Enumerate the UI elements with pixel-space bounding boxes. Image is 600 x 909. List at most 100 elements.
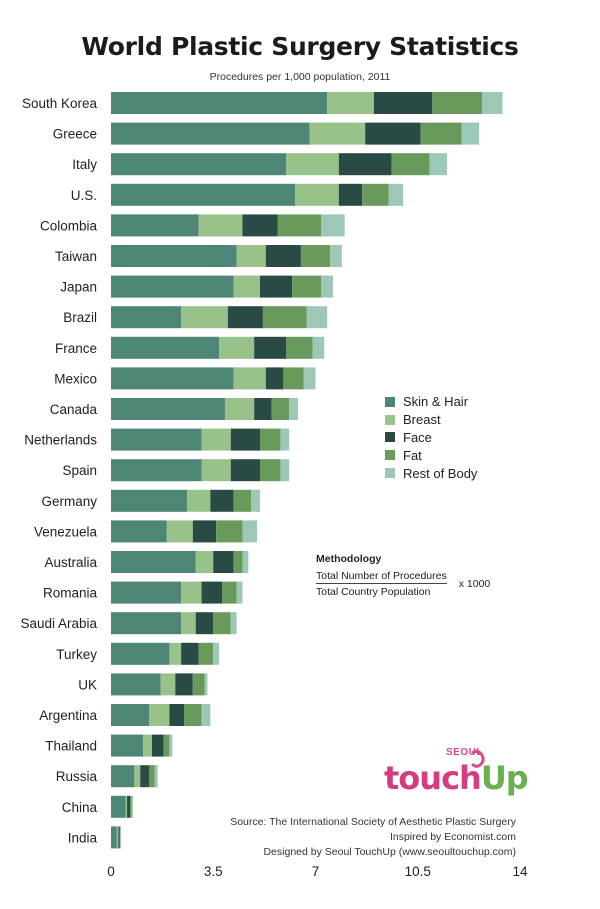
bar-segment	[213, 551, 234, 573]
bar-segment	[265, 367, 284, 390]
methodology-fraction: Total Number of Procedures Total Country…	[316, 570, 447, 598]
legend-item-rest-of-body: Rest of Body	[385, 464, 477, 482]
category-label: Italy	[72, 157, 97, 172]
bar-segment	[242, 214, 278, 237]
bar-segment	[111, 122, 310, 145]
bar-segment	[482, 92, 503, 114]
bar-segment	[210, 489, 234, 512]
category-label: Netherlands	[24, 433, 97, 448]
category-label: Brazil	[63, 310, 97, 325]
bar-segment	[295, 183, 339, 206]
bar-segment	[309, 122, 366, 145]
category-label: Germany	[41, 494, 97, 509]
chart-credits: Source: The International Society of Aes…	[230, 815, 516, 860]
bar-segment	[192, 520, 217, 543]
bar-segment	[233, 275, 260, 298]
bar-segment	[321, 275, 334, 298]
bar-segment	[169, 642, 182, 665]
bar-segment	[230, 612, 237, 635]
category-label: Colombia	[40, 218, 98, 233]
category-label: France	[55, 341, 97, 356]
legend-item-fat: Fat	[385, 446, 477, 464]
category-label: Greece	[53, 127, 97, 142]
bar-segment	[111, 795, 126, 818]
seoul-touchup-logo: SEOUL touchUp	[384, 747, 529, 807]
bar-segment	[111, 214, 199, 237]
bar-segment	[184, 704, 202, 726]
bar-segment	[111, 336, 220, 359]
bar-segment	[111, 734, 144, 757]
bar-segment	[118, 826, 120, 849]
category-label: Venezuela	[34, 524, 98, 539]
bar-segment	[195, 551, 214, 573]
bar-segment	[111, 551, 196, 573]
chart-title: World Plastic Surgery Statistics	[81, 32, 519, 61]
bar-segment	[111, 92, 328, 114]
bar-segment	[201, 428, 231, 451]
bar-segment	[312, 336, 325, 359]
category-label: Canada	[50, 402, 98, 417]
legend-label: Skin & Hair	[403, 394, 469, 410]
x-tick-label: 7	[312, 864, 320, 879]
bar-segment	[111, 673, 161, 696]
bar-segment	[233, 551, 243, 573]
category-label: Mexico	[54, 371, 97, 386]
category-label: U.S.	[71, 188, 97, 203]
category-label: Turkey	[56, 647, 97, 662]
bar-segment	[204, 673, 208, 696]
bar-segment	[233, 489, 252, 512]
bar-segment	[111, 459, 202, 482]
bar-segment	[306, 306, 328, 329]
bar-segment	[125, 795, 128, 818]
bar-segment	[330, 245, 342, 267]
category-label: Argentina	[39, 708, 97, 723]
logo-up-text: Up	[480, 759, 529, 797]
bar-segment	[111, 520, 167, 543]
bar-segment	[429, 153, 447, 176]
bar-segment	[131, 795, 133, 818]
bar-segment	[148, 765, 155, 788]
bar-segment	[181, 642, 199, 665]
bar-segment	[134, 765, 141, 788]
bar-segment	[111, 245, 237, 267]
legend-label: Fat	[403, 447, 422, 463]
bar-segment	[277, 214, 322, 237]
bar-segment	[219, 336, 255, 359]
bar-segment	[111, 826, 117, 849]
category-label: UK	[78, 677, 97, 692]
bar-segment	[213, 612, 231, 635]
bar-segment	[129, 795, 132, 818]
bar-segment	[111, 367, 234, 390]
bar-segment	[198, 642, 214, 665]
bar-segment	[166, 520, 193, 543]
credits-designed: Designed by Seoul TouchUp (www.seoultouc…	[263, 846, 516, 858]
legend-item-skin-hair: Skin & Hair	[385, 393, 477, 411]
bar-segment	[388, 183, 404, 206]
legend-label: Breast	[403, 412, 441, 428]
x-tick-label: 14	[512, 864, 528, 879]
bar-segment	[236, 245, 266, 267]
legend-swatch	[385, 396, 395, 407]
bar-segment	[111, 489, 187, 512]
bar-segment	[227, 306, 263, 329]
bar-segment	[163, 734, 170, 757]
bar-segment	[280, 459, 290, 482]
bar-segment	[143, 734, 152, 757]
bar-segment	[111, 275, 234, 298]
bar-segment	[169, 734, 173, 757]
bar-segment	[195, 612, 214, 635]
bar-segment	[251, 489, 260, 512]
bar-segment	[327, 92, 374, 114]
bar-segment	[242, 551, 249, 573]
category-label: Romania	[43, 586, 98, 601]
bar-segment	[230, 459, 260, 482]
bar-segment	[148, 704, 170, 726]
bar-segment	[362, 183, 389, 206]
legend-swatch	[385, 432, 395, 443]
methodology-formula: Total Number of Procedures Total Country…	[316, 570, 490, 598]
bar-segment	[127, 795, 130, 818]
methodology-multiplier: x 1000	[458, 578, 491, 590]
bar-segment	[292, 275, 322, 298]
bar-segment	[201, 459, 231, 482]
